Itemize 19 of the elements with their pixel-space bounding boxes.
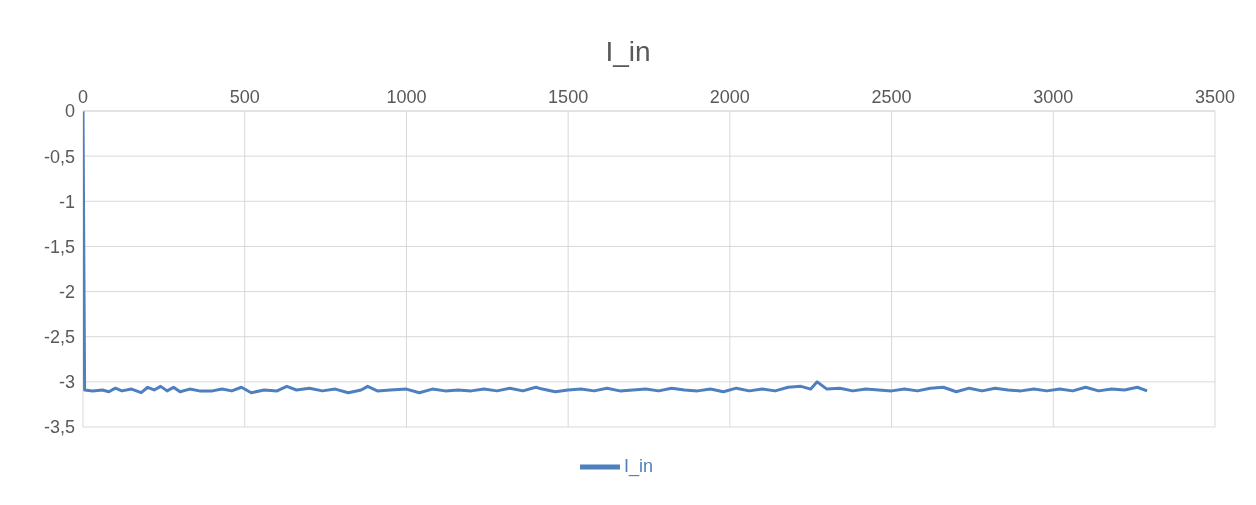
x-tick-label: 500 [229,87,260,107]
x-tick-label: 0 [77,87,89,107]
y-tick-label: -1,5 [43,236,75,257]
chart-title: I_in [604,36,652,68]
y-tick-label: -2 [58,281,75,302]
x-tick-label: 1000 [386,87,427,107]
x-tick-label: 3000 [1033,87,1074,107]
x-tick-label: 2500 [871,87,912,107]
y-tick-label: 0 [64,101,75,122]
x-tick-label: 3500 [1194,87,1236,107]
y-tick-label: -2,5 [43,327,75,348]
y-tick-label: -3,5 [43,417,75,438]
x-tick-label: 2000 [709,87,750,107]
x-tick-label: 1500 [548,87,589,107]
legend-label: I_in [623,455,654,476]
y-tick-label: -3 [58,372,75,393]
y-tick-label: -0,5 [43,146,75,167]
y-tick-label: -1 [58,191,75,212]
line-series [83,111,1149,395]
